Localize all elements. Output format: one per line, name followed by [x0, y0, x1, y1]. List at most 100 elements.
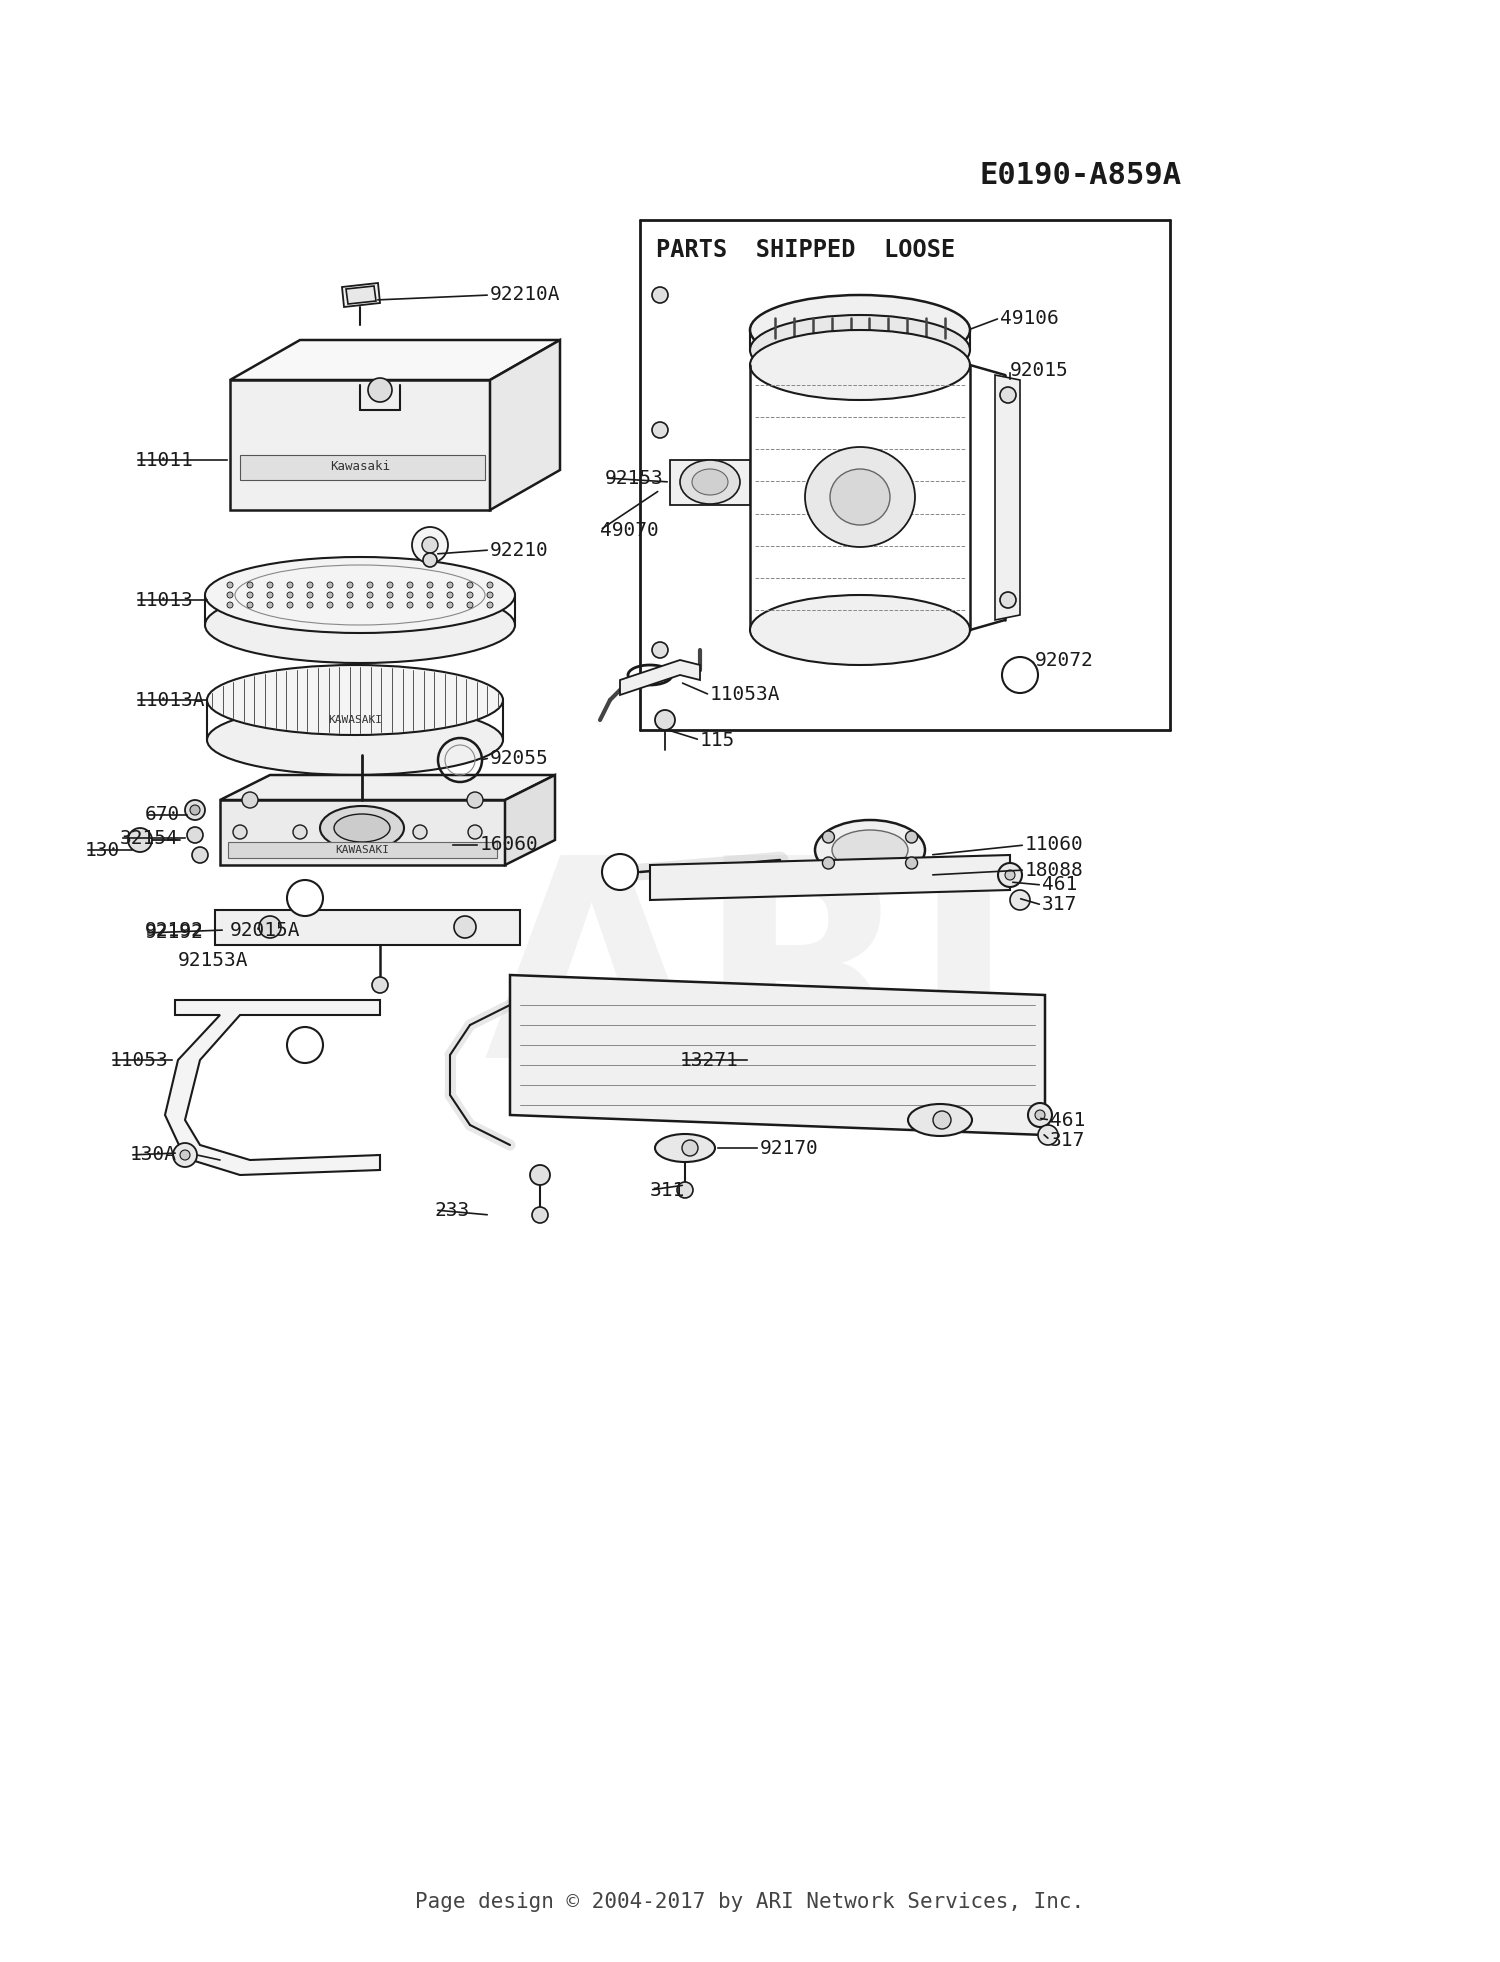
- Circle shape: [286, 593, 292, 598]
- Text: 461: 461: [1050, 1110, 1084, 1130]
- Circle shape: [267, 583, 273, 589]
- Circle shape: [286, 583, 292, 589]
- Circle shape: [346, 602, 352, 608]
- Text: 92210A: 92210A: [490, 286, 561, 304]
- Text: 92192: 92192: [146, 920, 204, 940]
- Ellipse shape: [833, 830, 908, 869]
- Polygon shape: [342, 283, 380, 306]
- Circle shape: [327, 583, 333, 589]
- Text: 92153A: 92153A: [178, 950, 249, 969]
- Circle shape: [368, 593, 374, 598]
- Text: Kawasaki: Kawasaki: [330, 461, 390, 473]
- Text: 11060: 11060: [1024, 836, 1083, 855]
- Circle shape: [368, 583, 374, 589]
- Circle shape: [447, 593, 453, 598]
- Text: 92153: 92153: [604, 469, 663, 487]
- Circle shape: [822, 857, 834, 869]
- Circle shape: [406, 593, 412, 598]
- Circle shape: [413, 824, 428, 840]
- Circle shape: [180, 1150, 190, 1160]
- Text: 92170: 92170: [760, 1138, 819, 1158]
- Polygon shape: [230, 339, 560, 381]
- Text: 233: 233: [435, 1201, 471, 1220]
- Polygon shape: [670, 459, 750, 504]
- Circle shape: [652, 422, 668, 438]
- Circle shape: [447, 583, 453, 589]
- Text: KAWASAKI: KAWASAKI: [334, 846, 388, 855]
- Text: 92015: 92015: [1010, 361, 1068, 379]
- Polygon shape: [650, 855, 1010, 901]
- Circle shape: [226, 602, 232, 608]
- Polygon shape: [228, 842, 497, 857]
- Circle shape: [308, 593, 314, 598]
- Circle shape: [822, 832, 834, 844]
- Ellipse shape: [750, 330, 970, 400]
- Circle shape: [308, 602, 314, 608]
- Circle shape: [368, 379, 392, 402]
- Text: 49106: 49106: [1000, 308, 1059, 328]
- Text: 11053: 11053: [110, 1050, 168, 1069]
- Text: 13271: 13271: [680, 1050, 738, 1069]
- Circle shape: [530, 1165, 550, 1185]
- Text: 317: 317: [1042, 895, 1077, 914]
- Circle shape: [413, 528, 448, 563]
- Circle shape: [998, 863, 1022, 887]
- Circle shape: [232, 824, 248, 840]
- Circle shape: [248, 583, 254, 589]
- Circle shape: [466, 602, 472, 608]
- Text: A: A: [298, 889, 310, 908]
- Circle shape: [292, 824, 308, 840]
- Circle shape: [346, 583, 352, 589]
- Ellipse shape: [680, 459, 740, 504]
- Circle shape: [1038, 1124, 1058, 1146]
- Circle shape: [184, 800, 206, 820]
- Text: 92072: 92072: [1035, 651, 1094, 669]
- Ellipse shape: [206, 587, 514, 663]
- Ellipse shape: [656, 1134, 716, 1162]
- Ellipse shape: [207, 704, 502, 775]
- Text: 18088: 18088: [1024, 861, 1083, 879]
- Circle shape: [387, 593, 393, 598]
- Circle shape: [488, 583, 494, 589]
- Text: ARI: ARI: [484, 846, 1016, 1116]
- Circle shape: [1005, 869, 1016, 881]
- Polygon shape: [506, 775, 555, 865]
- Text: 92055: 92055: [490, 748, 549, 767]
- Polygon shape: [994, 375, 1020, 620]
- Circle shape: [488, 593, 494, 598]
- Circle shape: [1002, 657, 1038, 693]
- Circle shape: [602, 853, 638, 891]
- Circle shape: [906, 832, 918, 844]
- Circle shape: [1000, 593, 1016, 608]
- Polygon shape: [240, 455, 484, 481]
- Circle shape: [427, 593, 433, 598]
- Circle shape: [248, 602, 254, 608]
- Text: 130: 130: [86, 840, 120, 859]
- Circle shape: [308, 583, 314, 589]
- Circle shape: [128, 828, 152, 852]
- Circle shape: [676, 1181, 693, 1199]
- Text: 11013A: 11013A: [135, 691, 206, 710]
- Text: A: A: [298, 1036, 310, 1054]
- Circle shape: [427, 602, 433, 608]
- Ellipse shape: [750, 294, 970, 365]
- Polygon shape: [220, 775, 555, 800]
- Polygon shape: [490, 339, 560, 510]
- Ellipse shape: [750, 316, 970, 385]
- Circle shape: [682, 1140, 698, 1156]
- Polygon shape: [165, 1001, 380, 1175]
- Ellipse shape: [750, 594, 970, 665]
- Circle shape: [267, 593, 273, 598]
- Text: 115: 115: [700, 730, 735, 749]
- Ellipse shape: [206, 557, 514, 634]
- Text: 16060: 16060: [480, 836, 538, 855]
- Circle shape: [242, 793, 258, 808]
- Text: 92015A: 92015A: [230, 920, 300, 940]
- Circle shape: [406, 602, 412, 608]
- Circle shape: [190, 804, 200, 814]
- Text: 49070: 49070: [600, 520, 658, 540]
- Circle shape: [1010, 891, 1031, 910]
- Circle shape: [652, 286, 668, 302]
- Circle shape: [466, 793, 483, 808]
- Ellipse shape: [334, 814, 390, 842]
